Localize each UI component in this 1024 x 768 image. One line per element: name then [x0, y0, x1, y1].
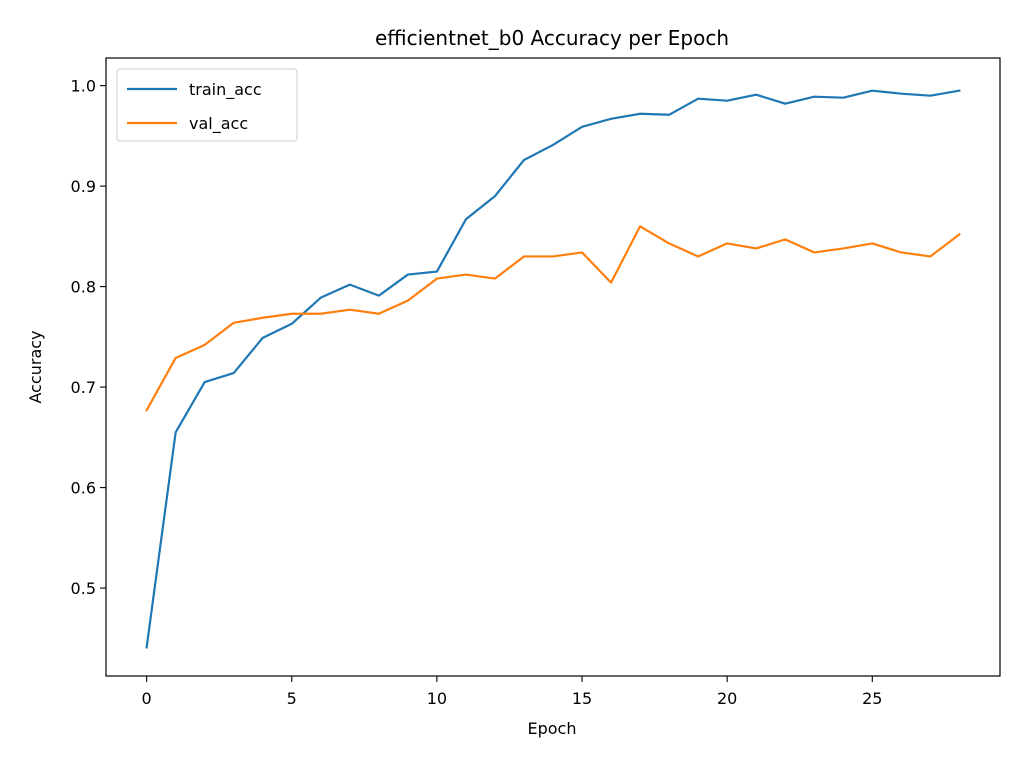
y-tick-label: 0.6 — [71, 479, 96, 498]
x-axis-title: Epoch — [528, 719, 577, 738]
x-tick-label: 15 — [572, 689, 592, 708]
y-tick-label: 0.9 — [71, 177, 96, 196]
series-lines — [145, 89, 961, 649]
plot-area-frame — [105, 57, 1001, 677]
chart-title: efficientnet_b0 Accuracy per Epoch — [375, 26, 729, 50]
series-line-train-acc — [145, 89, 961, 649]
x-tick-label: 10 — [427, 689, 447, 708]
y-tick-label: 0.7 — [71, 378, 96, 397]
x-tick-label: 5 — [287, 689, 297, 708]
x-tick-label: 20 — [717, 689, 737, 708]
legend-label-val-acc: val_acc — [189, 114, 248, 134]
y-tick-label: 0.5 — [71, 579, 96, 598]
y-tick-label: 1.0 — [71, 77, 96, 96]
y-axis-title: Accuracy — [26, 330, 45, 403]
y-axis-ticks: 0.5 0.6 0.7 0.8 0.9 1.0 — [71, 77, 106, 598]
x-tick-label: 0 — [142, 689, 152, 708]
legend: train_acc val_acc — [116, 68, 298, 142]
y-tick-label: 0.8 — [71, 278, 96, 297]
legend-label-train-acc: train_acc — [189, 80, 262, 100]
x-tick-label: 25 — [862, 689, 882, 708]
series-line-val-acc — [145, 225, 961, 412]
x-axis-ticks: 0 5 10 15 20 25 — [142, 676, 882, 708]
